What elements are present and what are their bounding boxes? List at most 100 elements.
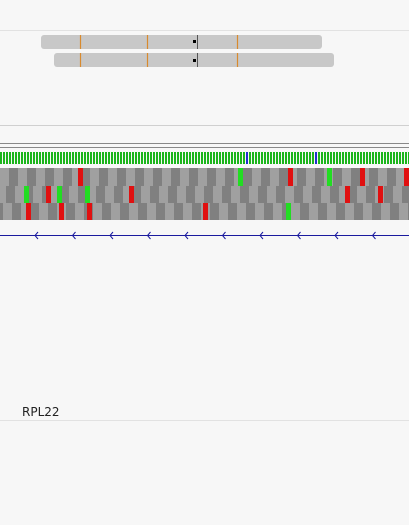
codon bbox=[294, 186, 303, 203]
base bbox=[255, 152, 257, 164]
codon bbox=[339, 186, 348, 203]
base bbox=[390, 152, 392, 164]
base bbox=[225, 152, 227, 164]
codon bbox=[162, 168, 171, 186]
codon bbox=[309, 203, 318, 220]
codon-mark bbox=[59, 203, 64, 220]
base bbox=[210, 152, 212, 164]
codon bbox=[306, 168, 315, 186]
strand-arrow bbox=[371, 231, 376, 240]
base bbox=[273, 152, 275, 164]
base bbox=[366, 152, 368, 164]
codon bbox=[372, 203, 381, 220]
deletion bbox=[193, 59, 196, 62]
codon bbox=[105, 186, 114, 203]
codon bbox=[165, 203, 174, 220]
codon bbox=[384, 186, 393, 203]
base bbox=[222, 152, 224, 164]
codon bbox=[327, 203, 336, 220]
base bbox=[303, 152, 305, 164]
codon bbox=[399, 203, 408, 220]
base bbox=[195, 152, 197, 164]
codon bbox=[99, 168, 108, 186]
codon bbox=[27, 168, 36, 186]
codon bbox=[267, 186, 276, 203]
codon bbox=[0, 203, 3, 220]
codon bbox=[219, 203, 228, 220]
base bbox=[207, 152, 209, 164]
codon bbox=[252, 168, 261, 186]
base bbox=[180, 152, 182, 164]
base bbox=[360, 152, 362, 164]
base bbox=[72, 152, 74, 164]
codon bbox=[312, 186, 321, 203]
codon-mark bbox=[78, 168, 83, 186]
base bbox=[156, 152, 158, 164]
codon bbox=[222, 186, 231, 203]
strand-arrow bbox=[146, 231, 151, 240]
codon bbox=[336, 203, 345, 220]
codon bbox=[276, 186, 285, 203]
base bbox=[147, 152, 149, 164]
base bbox=[18, 152, 20, 164]
base bbox=[288, 152, 290, 164]
codon bbox=[72, 168, 81, 186]
base bbox=[399, 152, 401, 164]
base bbox=[96, 152, 98, 164]
base bbox=[99, 152, 101, 164]
base bbox=[75, 152, 77, 164]
codon-mark bbox=[129, 186, 134, 203]
base bbox=[3, 152, 5, 164]
codon bbox=[333, 168, 342, 186]
codon bbox=[21, 203, 30, 220]
codon bbox=[357, 186, 366, 203]
codon bbox=[171, 168, 180, 186]
codon bbox=[45, 168, 54, 186]
codon bbox=[0, 186, 6, 203]
strand-arrow bbox=[334, 231, 339, 240]
codon-mark bbox=[286, 203, 291, 220]
base bbox=[54, 152, 56, 164]
base bbox=[381, 152, 383, 164]
base bbox=[204, 152, 206, 164]
codon bbox=[15, 186, 24, 203]
codon bbox=[210, 203, 219, 220]
base bbox=[258, 152, 260, 164]
base bbox=[240, 152, 242, 164]
base bbox=[252, 152, 254, 164]
codon bbox=[123, 186, 132, 203]
base bbox=[348, 152, 350, 164]
base bbox=[297, 152, 299, 164]
base bbox=[321, 152, 323, 164]
codon bbox=[195, 186, 204, 203]
base bbox=[24, 152, 26, 164]
sequence-track bbox=[0, 152, 409, 164]
base bbox=[243, 152, 245, 164]
codon bbox=[168, 186, 177, 203]
base bbox=[189, 152, 191, 164]
base bbox=[330, 152, 332, 164]
base bbox=[39, 152, 41, 164]
codon-mark bbox=[24, 186, 29, 203]
codon bbox=[6, 186, 15, 203]
base bbox=[306, 152, 308, 164]
base bbox=[174, 152, 176, 164]
codon bbox=[108, 168, 117, 186]
codon bbox=[291, 203, 300, 220]
base bbox=[93, 152, 95, 164]
deletion bbox=[193, 40, 196, 43]
codon bbox=[246, 203, 255, 220]
base bbox=[12, 152, 14, 164]
base bbox=[378, 152, 380, 164]
codon bbox=[387, 168, 396, 186]
codon bbox=[63, 168, 72, 186]
base bbox=[186, 152, 188, 164]
base bbox=[216, 152, 218, 164]
base bbox=[105, 152, 107, 164]
codon bbox=[381, 203, 390, 220]
base bbox=[384, 152, 386, 164]
codon bbox=[348, 186, 357, 203]
codon bbox=[111, 203, 120, 220]
codon bbox=[186, 186, 195, 203]
